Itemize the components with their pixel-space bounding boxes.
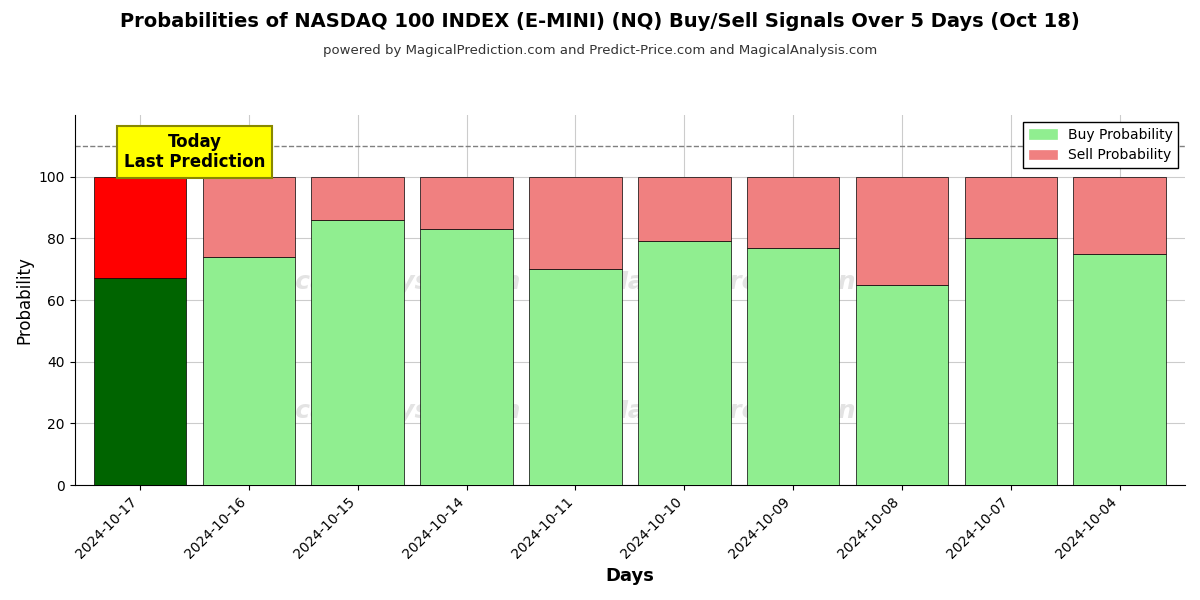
Bar [529, 176, 622, 269]
Text: MagicalPrediction.com: MagicalPrediction.com [604, 399, 923, 423]
Bar [312, 220, 404, 485]
Bar [420, 229, 512, 485]
Bar [529, 269, 622, 485]
Text: Probabilities of NASDAQ 100 INDEX (E-MINI) (NQ) Buy/Sell Signals Over 5 Days (Oc: Probabilities of NASDAQ 100 INDEX (E-MIN… [120, 12, 1080, 31]
Bar [94, 278, 186, 485]
Bar [638, 241, 731, 485]
Text: MagicalAnalysis.com: MagicalAnalysis.com [228, 269, 521, 293]
Text: powered by MagicalPrediction.com and Predict-Price.com and MagicalAnalysis.com: powered by MagicalPrediction.com and Pre… [323, 44, 877, 57]
Bar [1074, 176, 1166, 254]
Bar [203, 257, 295, 485]
Bar [856, 176, 948, 284]
Text: MagicalPrediction.com: MagicalPrediction.com [604, 269, 923, 293]
Y-axis label: Probability: Probability [16, 256, 34, 344]
Bar [746, 248, 839, 485]
Bar [746, 176, 839, 248]
Bar [638, 176, 731, 241]
Bar [965, 238, 1057, 485]
Bar [420, 176, 512, 229]
Text: MagicalAnalysis.com: MagicalAnalysis.com [228, 399, 521, 423]
Bar [1074, 254, 1166, 485]
Bar [203, 176, 295, 257]
Text: Today
Last Prediction: Today Last Prediction [124, 133, 265, 172]
Bar [94, 176, 186, 278]
Bar [856, 284, 948, 485]
Bar [312, 176, 404, 220]
X-axis label: Days: Days [605, 567, 654, 585]
Legend: Buy Probability, Sell Probability: Buy Probability, Sell Probability [1024, 122, 1178, 168]
Bar [965, 176, 1057, 238]
